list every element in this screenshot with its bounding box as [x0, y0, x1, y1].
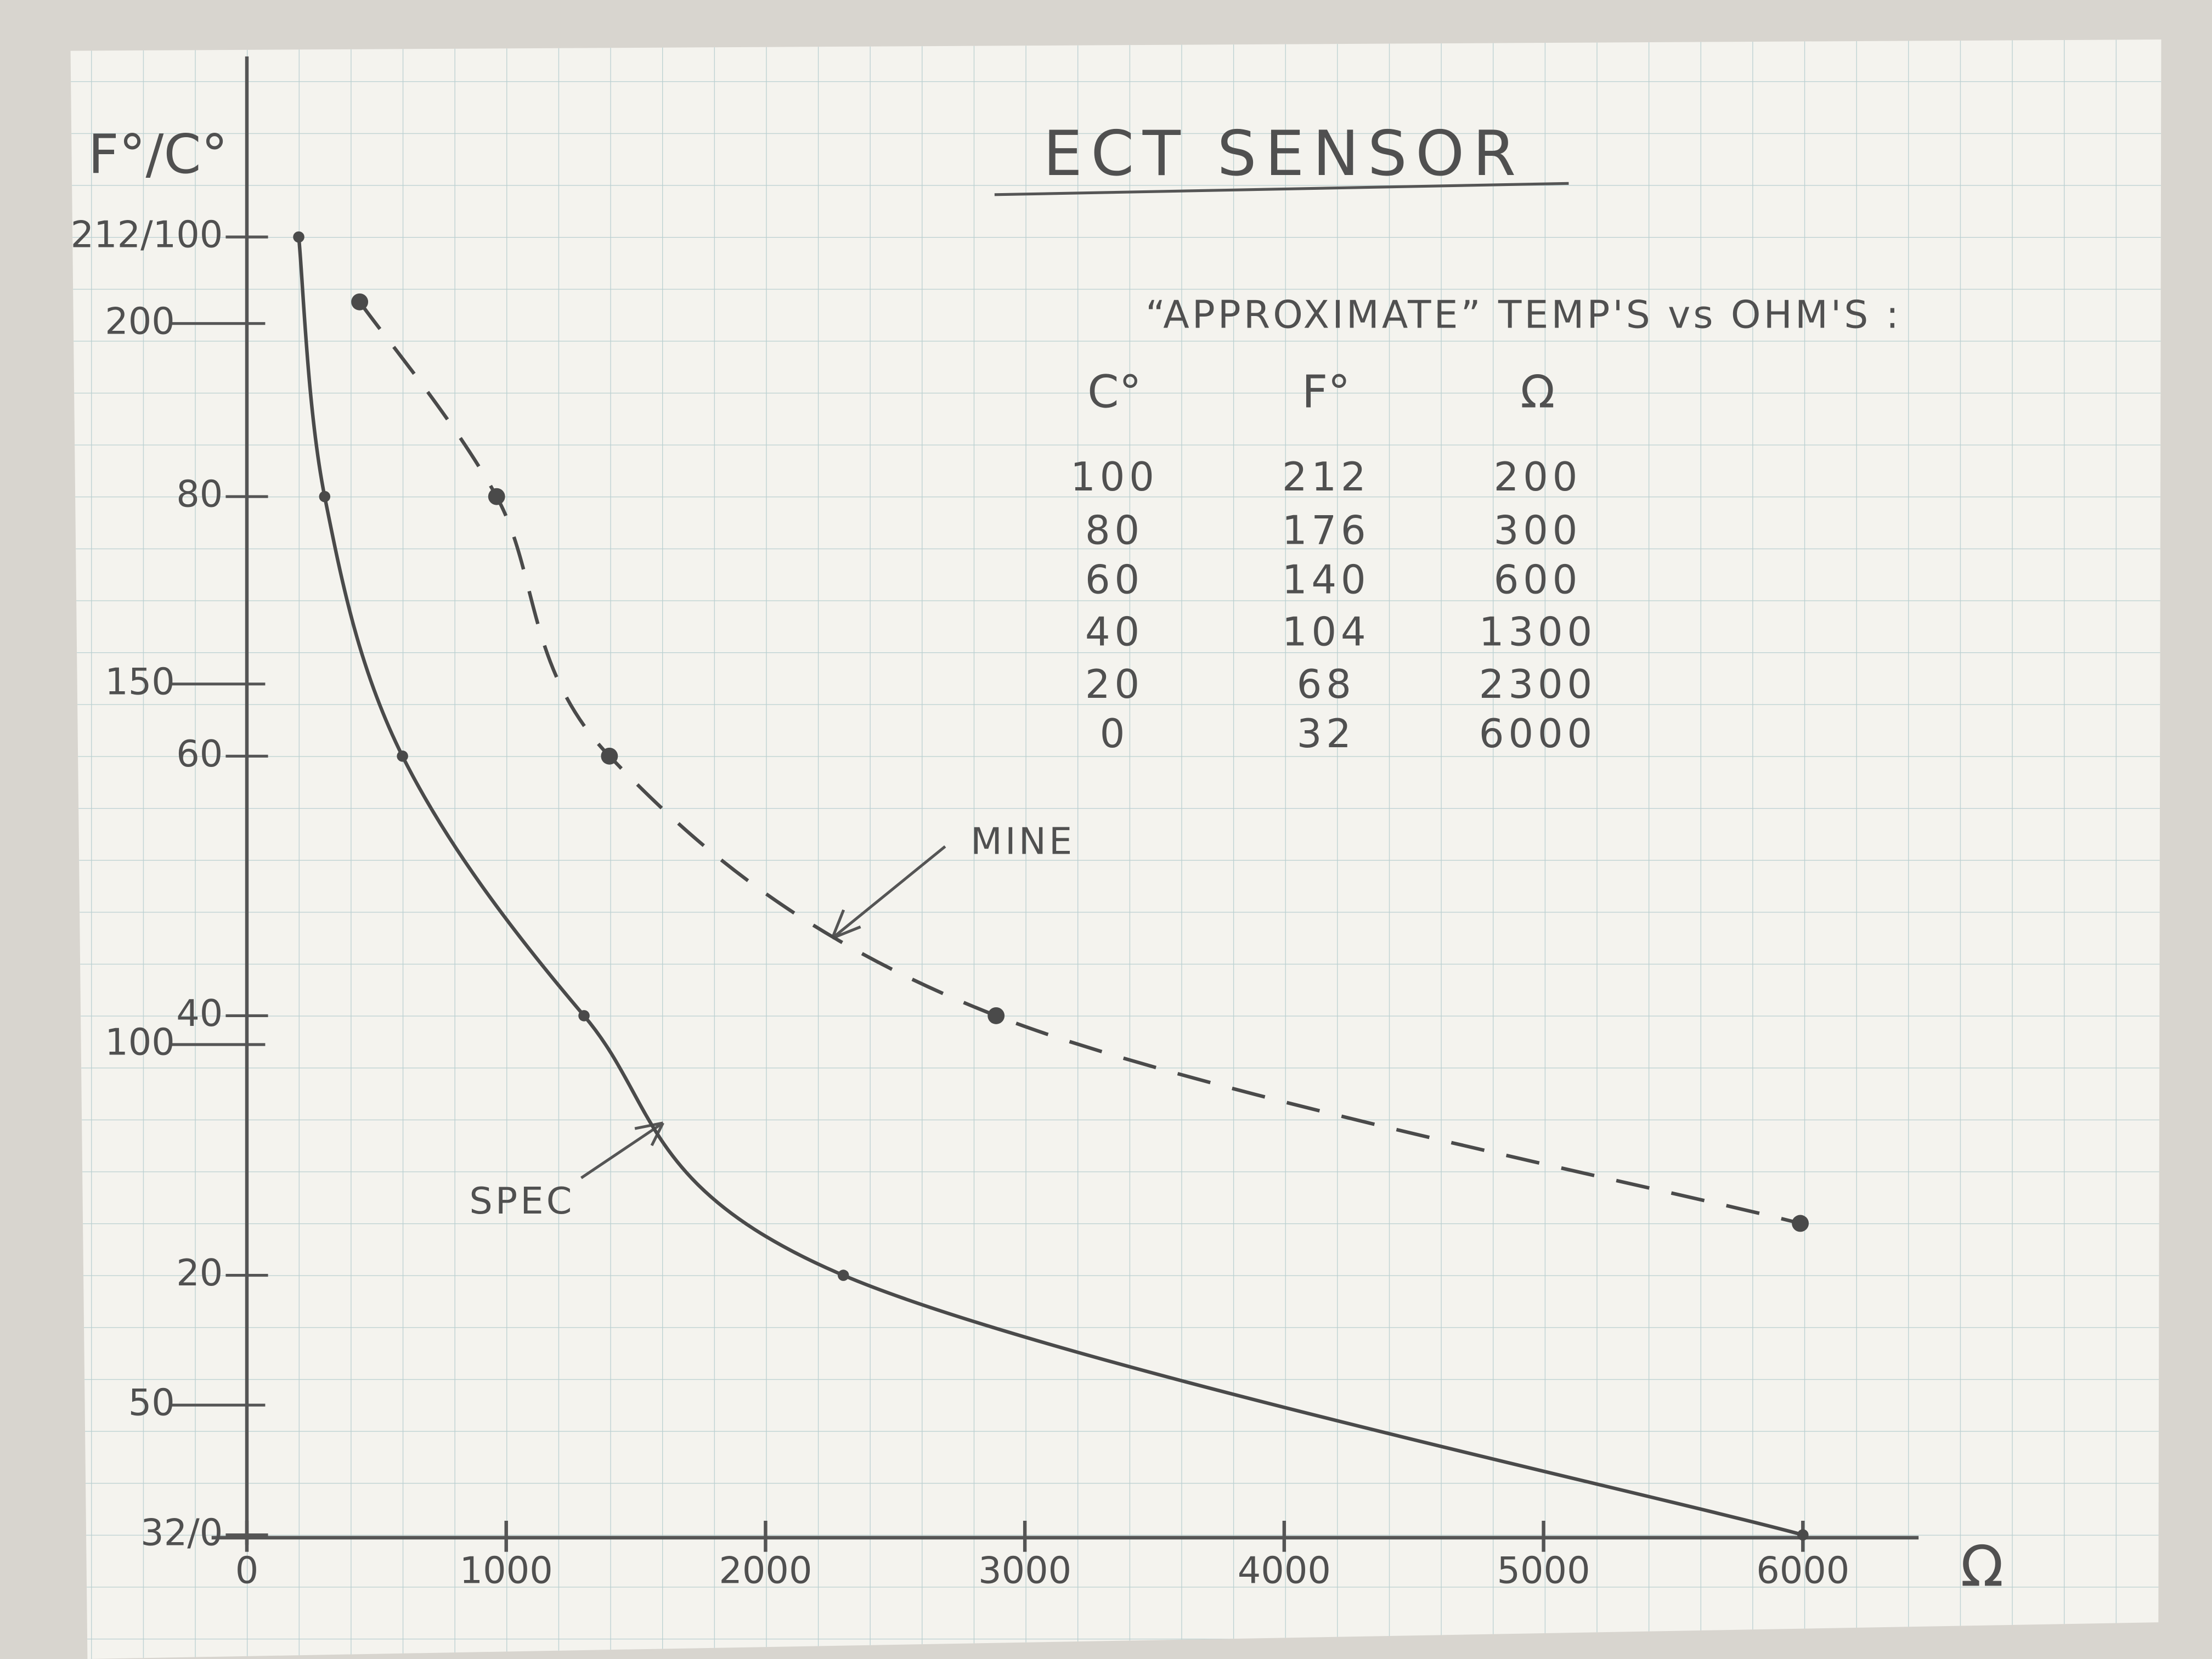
data-point [1792, 1215, 1809, 1232]
data-point [601, 747, 618, 765]
y-tick-label: 40 [176, 992, 223, 1035]
x-axis-label: Ω [1961, 1534, 2004, 1599]
annotation-arrow [580, 1121, 664, 1180]
y-axis-label: F°/C° [88, 123, 228, 186]
series-annotation: SPEC [469, 1180, 574, 1222]
series-annotation: MINE [970, 820, 1075, 862]
chart-title: ECT SENSOR [1043, 117, 1524, 190]
table-cell: 2300 [1479, 661, 1596, 707]
y2-tick-label: 150 [105, 660, 175, 703]
x-tick-label: 2000 [719, 1549, 812, 1592]
x-tick-label: 5000 [1497, 1549, 1590, 1592]
y-tick-label: 80 [176, 473, 223, 516]
table-cell: 200 [1494, 454, 1582, 500]
y-tick-label: 212/100 [71, 213, 223, 256]
table-cell: 1300 [1479, 609, 1596, 655]
x-tick-label: 3000 [978, 1549, 1071, 1592]
table-cell: 40 [1085, 609, 1144, 655]
x-tick-label: 4000 [1238, 1549, 1331, 1592]
x-tick-label: 6000 [1756, 1549, 1849, 1592]
table-header: Ω [1520, 366, 1555, 418]
table-cell: 20 [1085, 661, 1144, 707]
data-point [837, 1269, 849, 1281]
y-tick-label: 20 [176, 1251, 223, 1294]
y2-tick-label: 100 [105, 1021, 175, 1064]
y2-tick-label: 50 [128, 1381, 175, 1424]
table-cell: 212 [1282, 454, 1370, 500]
data-point [319, 490, 331, 503]
data-point [293, 231, 304, 243]
table-cell: 140 [1282, 557, 1370, 603]
data-point [578, 1010, 590, 1022]
table-header: C° [1087, 366, 1142, 418]
table-cell: 300 [1494, 507, 1582, 554]
data-point [988, 1007, 1005, 1024]
table-cell: 6000 [1479, 710, 1596, 757]
x-tick-label: 1000 [460, 1549, 553, 1592]
annotation-arrow [831, 845, 946, 939]
table-cell: 600 [1494, 557, 1582, 603]
table-caption: “APPROXIMATE” TEMP'S vs OHM'S : [1146, 294, 1901, 337]
arrow-head [831, 909, 861, 940]
table-cell: 32 [1297, 710, 1356, 757]
data-point [397, 751, 408, 762]
table-cell: 80 [1085, 507, 1144, 554]
y-tick-label: 60 [176, 732, 223, 775]
table-cell: 60 [1085, 557, 1144, 603]
data-point [351, 293, 369, 311]
y2-tick-label: 200 [105, 300, 175, 342]
table-cell: 104 [1282, 609, 1370, 655]
table-header: F° [1302, 366, 1350, 418]
table-cell: 68 [1297, 661, 1356, 707]
y-tick-label: 32/0 [140, 1511, 223, 1554]
x-tick-label: 0 [235, 1549, 259, 1592]
grid-paper [70, 40, 2162, 1659]
table-cell: 0 [1100, 710, 1130, 757]
table-cell: 176 [1282, 507, 1370, 554]
table-cell: 100 [1070, 454, 1159, 500]
title-underline [994, 182, 1569, 196]
series-line [358, 301, 1801, 1226]
data-point [1797, 1529, 1809, 1541]
data-point [488, 488, 505, 505]
